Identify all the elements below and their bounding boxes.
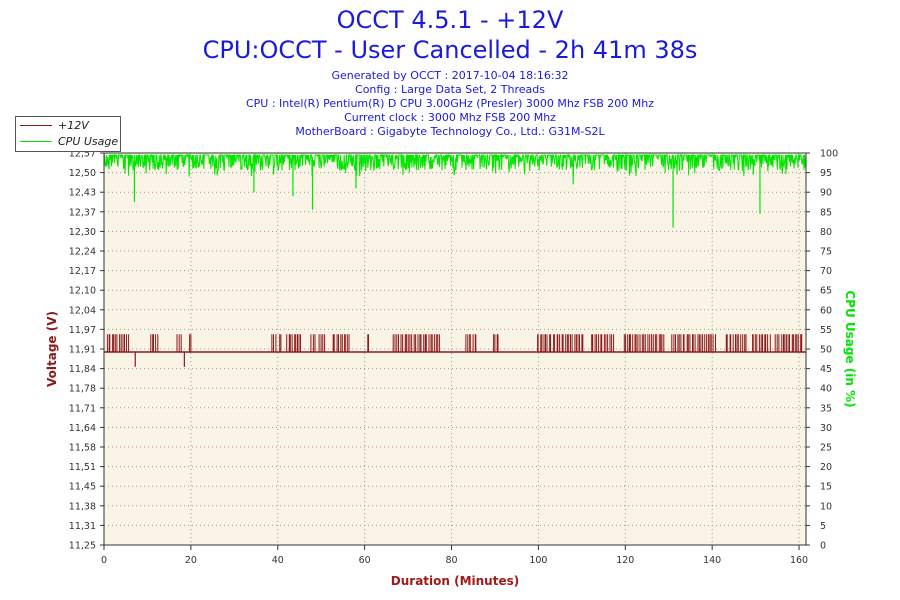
info-cpu: CPU : Intel(R) Pentium(R) D CPU 3.00GHz … [245, 97, 655, 110]
x-tick-label: 140 [703, 555, 721, 566]
y-right-axis-label: CPU Usage (in %) [843, 290, 857, 407]
y-left-axis-label: Voltage (V) [45, 311, 59, 387]
legend-item-cpu: CPU Usage [20, 134, 118, 149]
info-motherboard: MotherBoard : Gigabyte Technology Co., L… [295, 125, 605, 138]
y-left-tick-label: 11,45 [69, 482, 96, 493]
y-left-tick-label: 12,04 [69, 305, 96, 316]
x-tick-label: 60 [359, 555, 371, 566]
y-right-tick-label: 50 [820, 345, 832, 356]
y-right-tick-label: 60 [820, 305, 832, 316]
y-right-tick-label: 35 [820, 403, 832, 414]
plot-frame [103, 152, 807, 546]
legend-item-voltage: +12V [20, 118, 89, 133]
y-left-tick-label: 12,43 [69, 188, 96, 199]
x-tick-label: 160 [790, 555, 808, 566]
cpu-usage-line [104, 153, 807, 177]
y-left-tick-label: 11,97 [69, 325, 96, 336]
y-left-tick-label: 12,24 [69, 247, 96, 258]
y-right-tick-label: 80 [820, 227, 832, 238]
voltage-toggles [106, 334, 803, 352]
y-left-tick-label: 11,31 [69, 521, 96, 532]
x-tick-label: 100 [529, 555, 547, 566]
y-left-tick-label: 12,17 [69, 266, 96, 277]
y-left-tick-label: 11,38 [69, 501, 96, 512]
y-left-tick-label: 11,64 [69, 423, 96, 434]
y-right-tick-label: 65 [820, 286, 832, 297]
legend-swatch-cpu [20, 141, 52, 142]
y-left-tick-label: 11,84 [69, 364, 96, 375]
y-left-tick-label: 12,10 [69, 286, 96, 297]
chart-title: OCCT 4.5.1 - +12V [336, 6, 564, 34]
y-left-tick-label: 11,58 [69, 443, 96, 454]
legend-label-voltage: +12V [58, 119, 89, 132]
x-tick-label: 40 [272, 555, 284, 566]
info-clock: Current clock : 3000 Mhz FSB 200 Mhz [344, 111, 556, 124]
y-left-tick-label: 11,25 [69, 541, 96, 552]
y-right-tick-label: 75 [820, 247, 832, 258]
y-left-tick-label: 11,51 [69, 462, 96, 473]
y-right-tick-label: 10 [820, 501, 832, 512]
y-left-tick-label: 12,30 [69, 227, 96, 238]
x-axis-label: Duration (Minutes) [391, 574, 519, 588]
y-right-tick-label: 40 [820, 384, 832, 395]
y-right-tick-label: 100 [820, 149, 838, 160]
y-right-tick-label: 15 [820, 482, 832, 493]
legend-label-cpu: CPU Usage [58, 135, 119, 148]
info-config: Config : Large Data Set, 2 Threads [355, 83, 545, 96]
y-right-tick-label: 55 [820, 325, 832, 336]
y-right-tick-label: 20 [820, 462, 832, 473]
x-tick-label: 80 [445, 555, 457, 566]
y-left-tick-label: 12,50 [69, 168, 96, 179]
y-right-tick-label: 30 [820, 423, 832, 434]
y-right-tick-label: 95 [820, 168, 832, 179]
chart-subtitle: CPU:OCCT - User Cancelled - 2h 41m 38s [202, 36, 698, 64]
y-right-tick-label: 90 [820, 188, 832, 199]
y-right-tick-label: 5 [820, 521, 826, 532]
y-left-tick-label: 11,78 [69, 384, 96, 395]
y-right-tick-label: 85 [820, 207, 832, 218]
legend-swatch-voltage [20, 125, 52, 126]
y-left-tick-label: 11,91 [69, 345, 96, 356]
legend: +12V CPU Usage [15, 116, 121, 152]
y-left-tick-label: 11,71 [69, 403, 96, 414]
y-left-tick-label: 12,37 [69, 207, 96, 218]
y-right-tick-label: 45 [820, 364, 832, 375]
x-tick-label: 0 [101, 555, 107, 566]
y-right-tick-label: 0 [820, 541, 826, 552]
y-right-tick-label: 25 [820, 443, 832, 454]
x-tick-label: 20 [185, 555, 197, 566]
x-tick-label: 120 [616, 555, 634, 566]
y-right-tick-label: 70 [820, 266, 832, 277]
y-left-tick-label: 12,57 [69, 149, 96, 160]
info-generated: Generated by OCCT : 2017-10-04 18:16:32 [331, 69, 569, 82]
